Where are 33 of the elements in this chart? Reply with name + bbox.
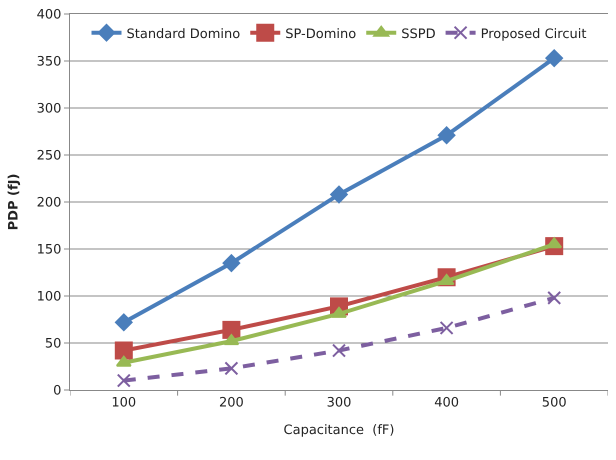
y-tick-label: 400 [36, 8, 62, 23]
point [115, 314, 133, 332]
y-tick-label: 300 [36, 102, 62, 117]
point [438, 126, 456, 144]
y-tick-label: 100 [36, 290, 62, 305]
y-tick-label: 350 [36, 54, 62, 70]
point [114, 342, 133, 360]
x-tick-label: 400 [434, 396, 460, 411]
x-tick-label: 100 [111, 396, 136, 411]
point [547, 290, 562, 305]
x-tick-label: 200 [218, 396, 244, 411]
y-axis-title: PDP (fJ) [6, 174, 22, 230]
point [331, 306, 347, 318]
point [116, 374, 131, 388]
y-tick-label: 150 [36, 242, 62, 258]
legend-label: SSPD [401, 26, 436, 42]
point [545, 49, 563, 67]
point [440, 320, 454, 335]
legend-label: SP-Domino [285, 26, 356, 42]
y-tick-label: 0 [53, 384, 62, 399]
x-tick-label: 300 [326, 396, 352, 411]
legend-label: Standard Domino [126, 26, 240, 42]
y-tick-label: 250 [36, 148, 62, 164]
point [330, 186, 348, 204]
x-axis-title: Capacitance (fF) [284, 423, 394, 438]
point [222, 320, 240, 339]
point [224, 361, 238, 376]
point [222, 254, 240, 272]
point [332, 344, 346, 358]
x-tick-label: 500 [542, 396, 567, 411]
y-tick-label: 50 [44, 336, 62, 352]
y-tick-label: 200 [36, 196, 62, 211]
legend-label: Proposed Circuit [480, 26, 586, 42]
